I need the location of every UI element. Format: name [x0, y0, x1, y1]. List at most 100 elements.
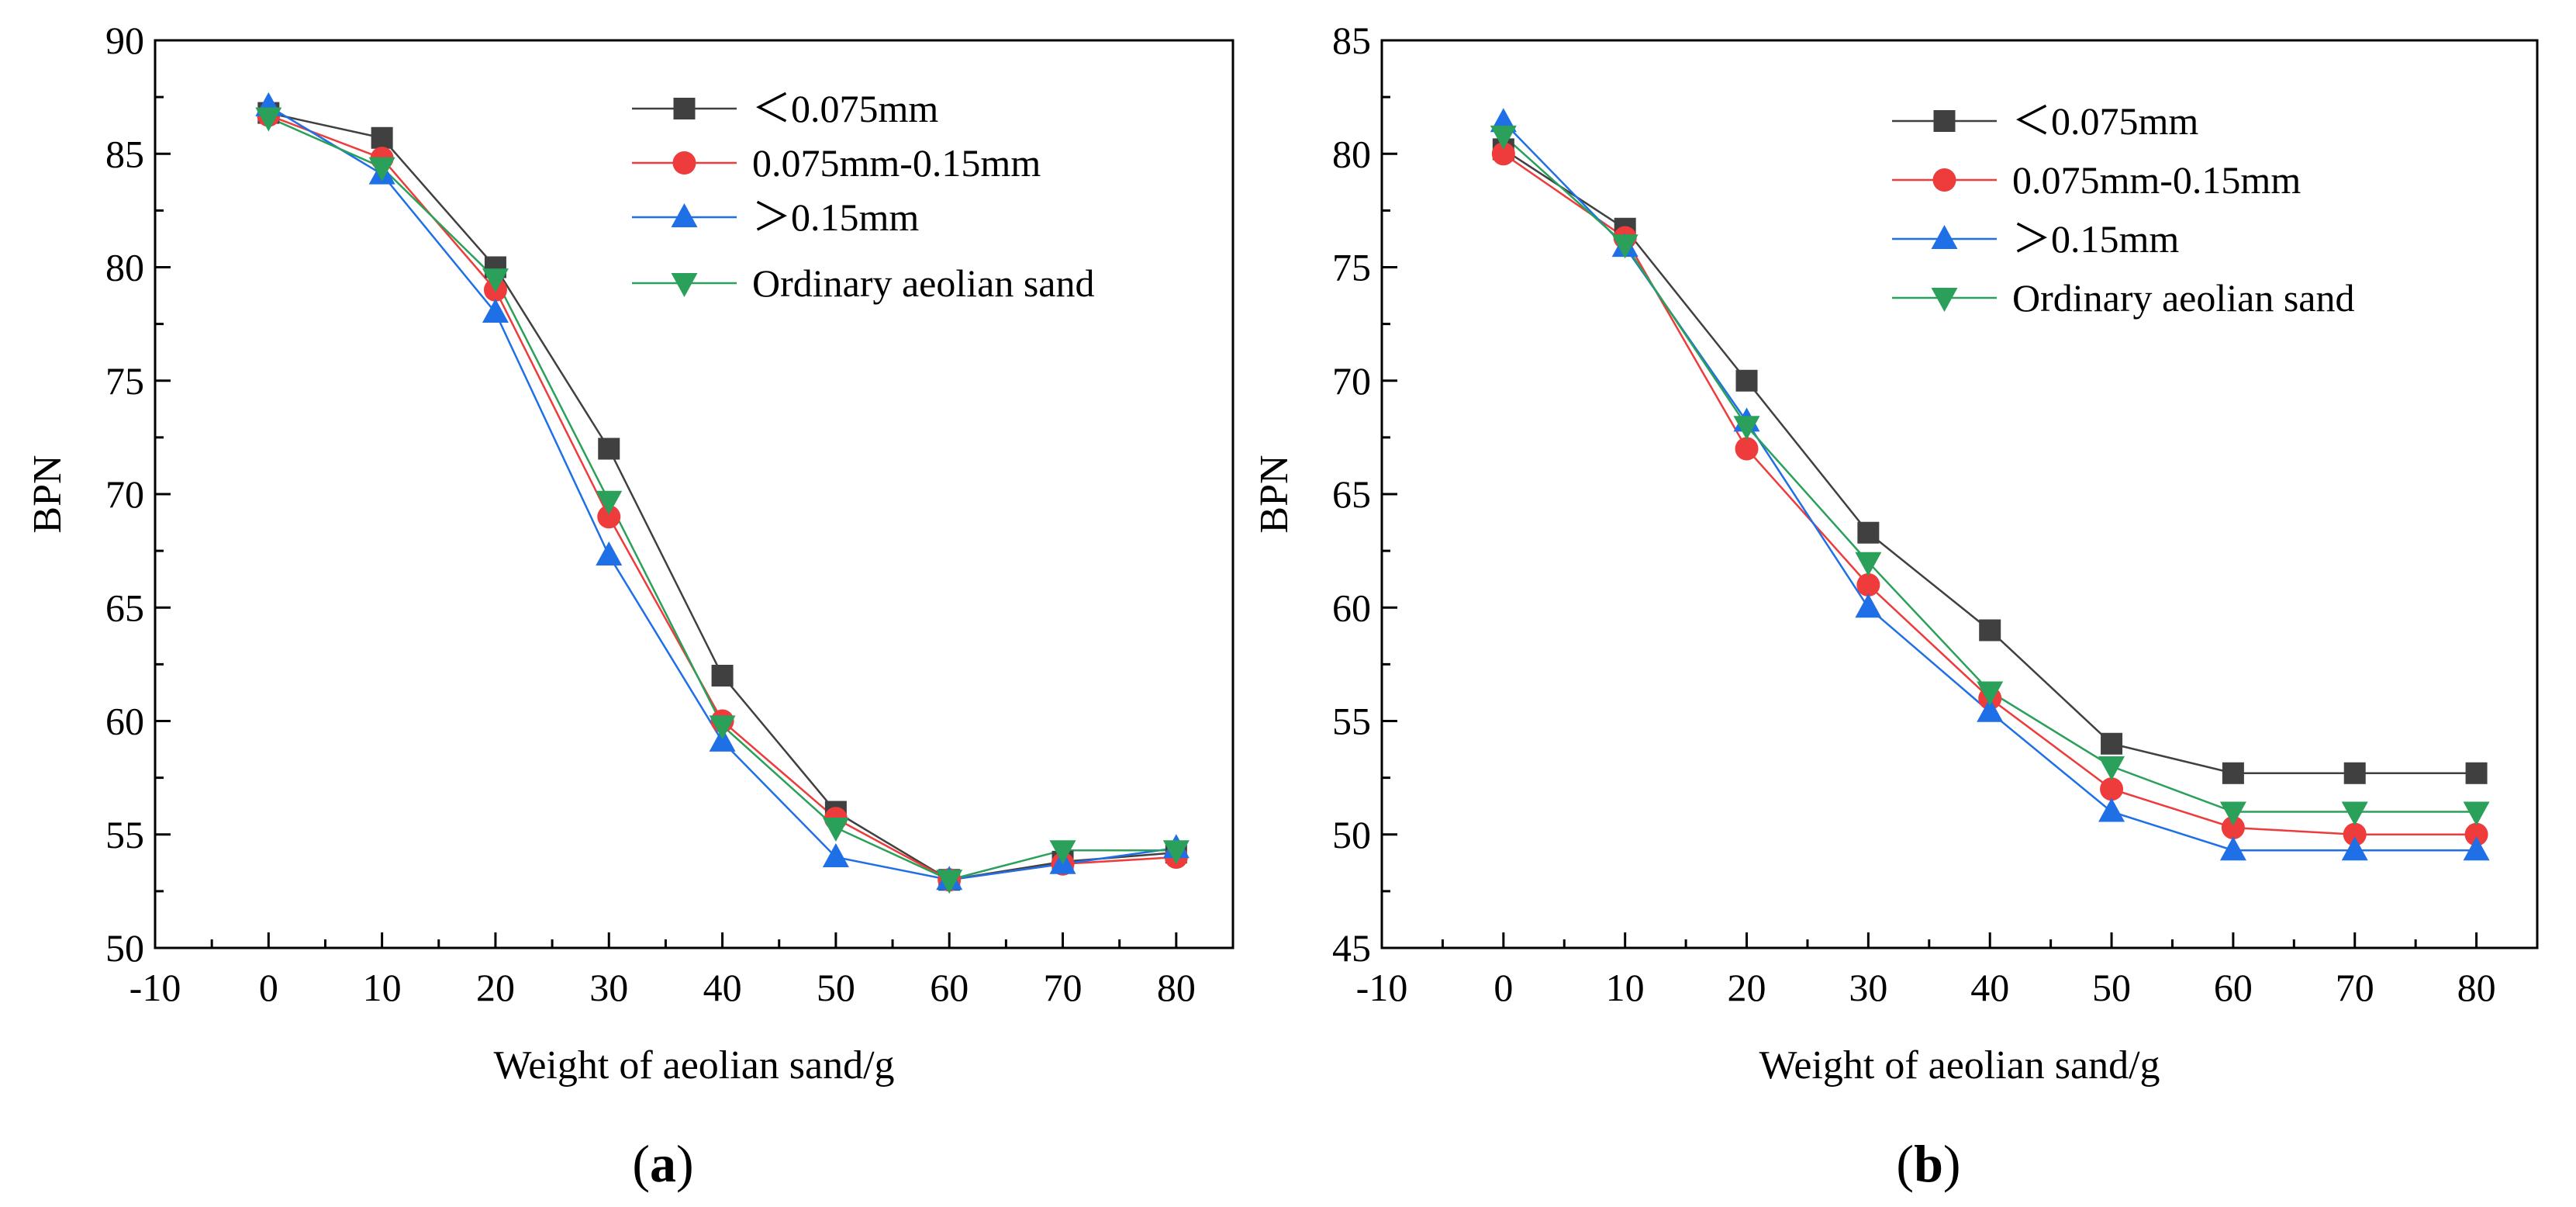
series-2-point [822, 843, 849, 867]
series-1-point [1856, 573, 1880, 597]
legend: ＜0.075mm 0.075mm-0.15mm ＞0.15mm Ordinary ae… [632, 87, 1095, 305]
series-1-point [2221, 815, 2245, 839]
panel-label-close: ) [676, 1134, 694, 1193]
x-tick-label: 70 [1044, 966, 1083, 1009]
x-tick-label: 10 [1606, 966, 1645, 1009]
y-tick-label: 55 [105, 813, 144, 856]
x-tick-label: 60 [2214, 966, 2253, 1009]
panel-label-open: ( [632, 1134, 650, 1193]
legend-label: ＜0.075mm [752, 87, 938, 130]
series-3-point [2219, 801, 2246, 826]
x-tick-label: -10 [129, 966, 181, 1009]
panel-label: (a) [632, 1134, 693, 1193]
series-0-point [2222, 762, 2244, 784]
series-1-point [597, 505, 621, 529]
legend-marker [1932, 168, 1956, 192]
y-tick-label: 60 [1332, 586, 1371, 629]
legend-label: ＞0.15mm [2012, 217, 2179, 261]
legend-marker [673, 98, 696, 119]
x-axis-title: Weight of aeolian sand/g [493, 1043, 894, 1088]
legend-label: ＜0.075mm [2012, 99, 2198, 143]
y-axis-title: BPN [26, 455, 70, 533]
series-3-point [936, 870, 963, 894]
series-3-point [709, 715, 736, 740]
x-tick-label: 20 [1728, 966, 1766, 1009]
series-3-point [2098, 756, 2125, 780]
series-line-2 [268, 105, 1177, 881]
series-2-point [2098, 797, 2125, 822]
y-tick-label: 50 [1332, 813, 1371, 856]
y-tick-label: 65 [1332, 472, 1371, 516]
series-0-point [1735, 369, 1758, 392]
legend-marker [672, 151, 696, 175]
x-axis-title: Weight of aeolian sand/g [1759, 1043, 2160, 1088]
y-tick-label: 85 [105, 132, 144, 175]
legend-marker [1931, 225, 1958, 249]
x-tick-label: -10 [1356, 966, 1408, 1009]
series-0-point [2343, 762, 2366, 784]
series-0-point [371, 126, 393, 149]
series-2-point [482, 299, 509, 323]
y-tick-label: 60 [105, 700, 144, 743]
legend-marker [671, 203, 698, 227]
series-0-point [711, 665, 734, 687]
chart-panel-b: -10 0 10 20 30 40 50 60 70 80 45 50 55 60 65 70 75 80 85 We… [1252, 19, 2539, 1193]
y-tick-label: 50 [105, 926, 144, 970]
y-tick-label: 85 [1332, 19, 1371, 62]
y-tick-label: 75 [105, 359, 144, 403]
series-0-point [2101, 732, 2123, 755]
series-3-point [1855, 552, 1882, 576]
series-line-1 [268, 114, 1176, 881]
y-tick-label: 75 [1332, 246, 1371, 289]
x-tick-label: 60 [930, 966, 969, 1009]
x-tick-label: 80 [1157, 966, 1196, 1009]
panel-label-open: ( [1896, 1134, 1914, 1193]
y-tick-label: 45 [1332, 926, 1371, 970]
series-3-point [2463, 801, 2490, 826]
series-3-point [368, 157, 395, 182]
series-3-point [1490, 125, 1517, 150]
x-tick-label: 50 [817, 966, 855, 1009]
panel-label-close: ) [1943, 1134, 1961, 1193]
y-tick-label: 70 [1332, 359, 1371, 403]
y-tick-label: 55 [1332, 700, 1371, 743]
series-2-point [2219, 836, 2246, 861]
panel-label-letter: b [1914, 1134, 1943, 1193]
plot-frame [154, 39, 1234, 949]
x-tick-label: 40 [1970, 966, 2009, 1009]
series-2-point [1855, 593, 1882, 618]
series-0-point [598, 437, 620, 460]
panel-label: (b) [1896, 1134, 1960, 1193]
series-2-point [2463, 836, 2490, 861]
series-3-point [2341, 801, 2368, 826]
y-tick-label: 65 [105, 586, 144, 629]
x-tick-label: 20 [476, 966, 515, 1009]
legend-label: Ordinary aeolian sand [2012, 276, 2355, 320]
x-tick-label: 30 [589, 966, 628, 1009]
series-1-point [2343, 822, 2367, 846]
series-1-point [1735, 437, 1759, 461]
series-2-point [1977, 697, 2004, 722]
legend-marker [1933, 110, 1956, 132]
series-line-0 [268, 112, 1176, 881]
y-tick-label: 90 [105, 19, 144, 62]
y-tick-label: 80 [105, 246, 144, 289]
x-tick-label: 70 [2336, 966, 2374, 1009]
series-3-point [1611, 234, 1638, 259]
x-tick-label: 0 [259, 966, 278, 1009]
series-2-point [596, 541, 623, 565]
chart-panel-a: -10 0 10 20 30 40 50 60 70 80 50 55 60 65 70 75 80 85 90 We… [26, 19, 1234, 1193]
legend-label: 0.075mm-0.15mm [752, 141, 1041, 185]
series-3-point [1977, 681, 2004, 706]
y-axis-title: BPN [1252, 455, 1297, 533]
series-3-point [596, 490, 623, 515]
legend-marker [671, 273, 698, 297]
legend-marker [1931, 288, 1958, 312]
series-0-point [2465, 762, 2488, 784]
series-3-point [1162, 840, 1190, 865]
x-tick-label: 0 [1493, 966, 1513, 1009]
series-0-point [1979, 619, 2001, 642]
series-3-point [822, 817, 849, 842]
legend-label: ＞0.15mm [752, 195, 919, 239]
